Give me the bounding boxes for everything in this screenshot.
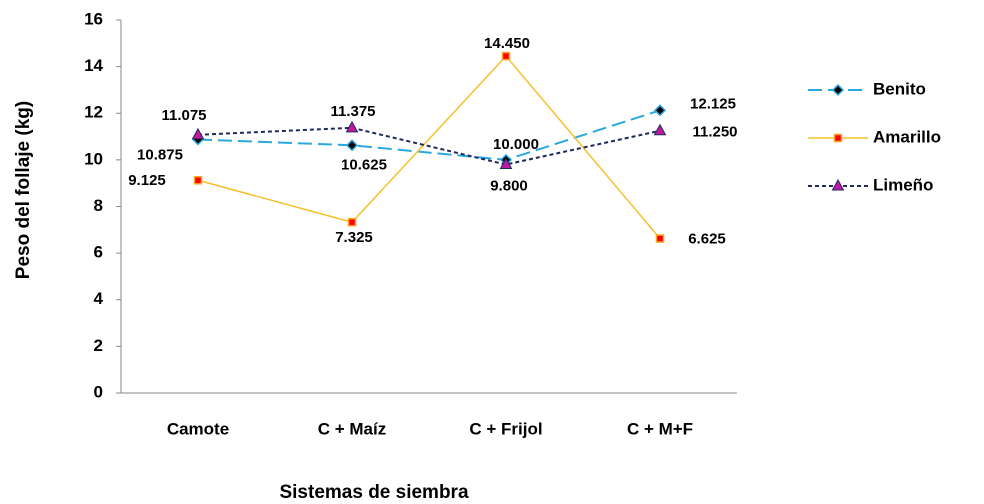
legend-label: Benito: [873, 79, 926, 98]
data-label: 9.125: [128, 172, 166, 189]
y-axis-title: Peso del follaje (kg): [13, 101, 34, 279]
marker: [831, 83, 845, 97]
marker: [653, 104, 667, 117]
series-line: [197, 109, 661, 161]
y-tick-label: 12: [84, 103, 103, 122]
data-label: 6.625: [688, 231, 726, 248]
x-tick-label: Camote: [167, 419, 229, 438]
marker: [501, 51, 511, 61]
x-axis-title: Sistemas de siembra: [279, 482, 468, 503]
data-label: 14.450: [484, 35, 530, 52]
legend-label: Amarillo: [873, 127, 941, 146]
marker: [193, 176, 203, 185]
y-tick-label: 16: [84, 9, 103, 28]
marker: [345, 139, 359, 152]
y-tick-label: 4: [94, 289, 104, 308]
marker: [347, 217, 357, 227]
data-label: 10.625: [341, 156, 387, 173]
x-tick-label: C + Frijol: [469, 419, 542, 438]
x-tick-label: C + Maíz: [318, 419, 387, 438]
marker: [345, 120, 359, 133]
series-line: [197, 55, 661, 240]
data-label: 11.250: [692, 124, 737, 141]
marker: [191, 127, 205, 140]
data-label: 10.875: [137, 146, 183, 163]
data-label: 12.125: [690, 95, 736, 112]
marker: [833, 133, 843, 143]
data-label: 10.000: [493, 136, 539, 153]
x-tick-label: C + M+F: [627, 419, 693, 438]
data-label: 7.325: [335, 229, 373, 246]
data-label: 11.375: [330, 103, 375, 120]
data-label: 11.075: [161, 107, 206, 124]
y-tick-label: 14: [84, 56, 103, 75]
marker: [655, 234, 665, 243]
y-tick-label: 8: [94, 196, 103, 215]
y-tick-label: 10: [84, 149, 103, 168]
y-tick-label: 2: [94, 336, 103, 355]
y-tick-label: 0: [94, 382, 103, 401]
marker: [499, 157, 513, 170]
marker: [831, 178, 845, 191]
legend-label: Limeño: [873, 175, 933, 194]
y-tick-label: 6: [94, 243, 103, 262]
marker: [653, 123, 667, 136]
data-label: 9.800: [490, 178, 528, 195]
series-line: [197, 126, 661, 166]
